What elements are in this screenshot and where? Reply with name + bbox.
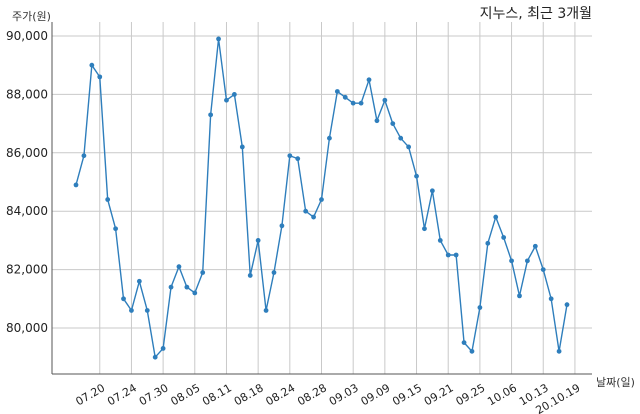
data-point xyxy=(327,135,332,141)
data-point xyxy=(517,293,522,299)
data-point xyxy=(113,226,118,232)
data-point xyxy=(461,340,467,345)
y-tick-label: 82,000 xyxy=(6,263,48,277)
data-point xyxy=(105,197,111,202)
data-point xyxy=(73,182,79,188)
axes xyxy=(51,22,592,375)
data-point xyxy=(406,144,412,150)
data-point xyxy=(295,156,301,162)
data-point xyxy=(374,118,380,124)
data-point xyxy=(136,278,142,284)
x-tick-label: 07.30 xyxy=(137,381,171,408)
data-point xyxy=(334,89,340,94)
data-point xyxy=(224,97,229,103)
data-point xyxy=(303,208,309,214)
data-point xyxy=(564,302,570,308)
data-point xyxy=(525,258,530,264)
data-point xyxy=(437,238,443,243)
data-point xyxy=(168,284,174,290)
x-tick-label: 08.18 xyxy=(232,381,266,408)
x-tick-label: 07.24 xyxy=(105,381,139,408)
x-tick-label: 08.28 xyxy=(295,381,329,408)
x-tick-label: 09.25 xyxy=(454,381,488,408)
x-tick-label: 08.11 xyxy=(200,381,234,408)
data-point xyxy=(97,74,103,80)
data-point xyxy=(319,197,324,202)
y-tick-label: 84,000 xyxy=(6,204,48,218)
data-point xyxy=(493,214,499,220)
x-axis-label: 날짜(일) xyxy=(596,375,635,389)
data-point xyxy=(350,100,356,106)
data-point xyxy=(231,92,237,97)
data-point xyxy=(160,346,166,351)
data-point xyxy=(540,267,546,272)
y-tick-label: 88,000 xyxy=(6,87,48,101)
data-point xyxy=(342,94,348,100)
data-point xyxy=(390,121,396,126)
data-point xyxy=(247,273,253,278)
tick-labels: 80,000 82,000 84,000 86,000 88,000 90,000 07.2… xyxy=(6,29,582,414)
data-point xyxy=(263,308,269,313)
data-point xyxy=(469,348,475,354)
x-tick-label: 08.24 xyxy=(264,381,298,408)
data-point xyxy=(532,243,538,249)
data-point xyxy=(216,36,221,42)
data-point xyxy=(89,62,95,68)
data-point xyxy=(366,77,372,83)
price-points xyxy=(73,36,570,360)
data-point xyxy=(548,296,554,302)
y-tick-label: 86,000 xyxy=(6,146,48,160)
data-point xyxy=(311,214,316,220)
data-point xyxy=(398,135,404,141)
data-point xyxy=(81,153,87,159)
data-point xyxy=(358,100,364,106)
data-point xyxy=(208,112,214,118)
data-point xyxy=(477,305,483,310)
y-tick-label: 80,000 xyxy=(6,321,48,335)
data-point xyxy=(414,173,419,179)
data-point xyxy=(445,252,451,258)
y-axis-label: 주가(원) xyxy=(12,10,51,23)
data-point xyxy=(192,290,198,296)
data-point xyxy=(279,223,285,229)
data-point xyxy=(200,270,206,275)
data-point xyxy=(129,308,134,313)
x-tick-label: 08.05 xyxy=(169,381,203,408)
y-tick-label: 90,000 xyxy=(6,29,48,43)
data-point xyxy=(144,308,150,313)
data-point xyxy=(121,296,126,302)
data-point xyxy=(152,354,158,360)
x-tick-label: 09.21 xyxy=(422,381,456,408)
x-tick-label: 09.09 xyxy=(359,381,393,408)
data-point xyxy=(239,144,245,150)
x-tick-label: 09.15 xyxy=(390,381,424,408)
data-point xyxy=(287,153,293,159)
data-point xyxy=(429,188,435,194)
data-point xyxy=(453,252,459,258)
x-tick-label: 10.06 xyxy=(485,381,519,408)
data-point xyxy=(255,238,261,243)
data-point xyxy=(485,240,491,246)
chart-title: 지누스, 최근 3개월 xyxy=(480,6,592,22)
data-point xyxy=(509,258,514,264)
data-point xyxy=(556,348,562,354)
x-tick-label: 07.20 xyxy=(73,381,107,408)
data-point xyxy=(422,226,427,232)
x-tick-label: 09.03 xyxy=(327,381,361,408)
data-point xyxy=(271,270,277,275)
data-point xyxy=(501,235,507,240)
data-point xyxy=(382,97,388,103)
data-point xyxy=(176,264,182,270)
data-point xyxy=(184,284,190,290)
